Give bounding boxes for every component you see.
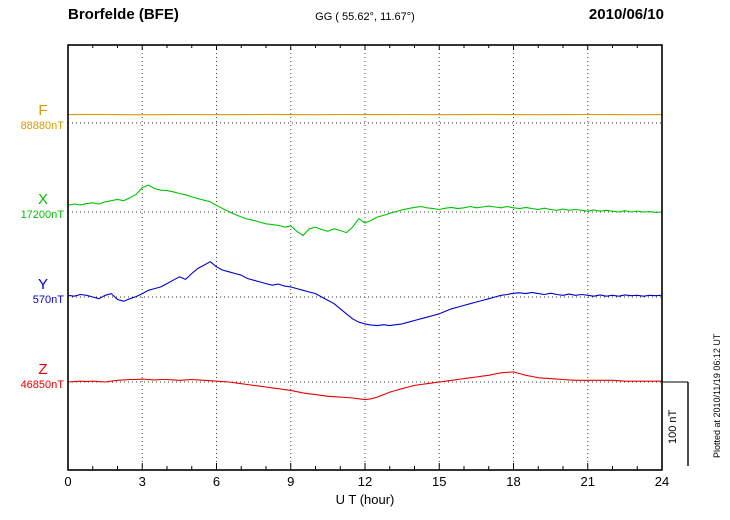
component-name-Z: Z	[38, 361, 48, 378]
geographic-coords-label: GG ( 55.62°, 11.67°)	[315, 11, 415, 23]
x-tick-label: 18	[506, 474, 521, 489]
component-baseline-Y: 570nT	[32, 293, 64, 306]
x-tick-label: 21	[580, 474, 595, 489]
component-name-Y: Y	[37, 276, 48, 293]
component-baseline-Z: 46850nT	[20, 378, 64, 391]
component-label-Z: Z 46850nT	[0, 361, 64, 391]
date-label: 2010/06/10	[588, 6, 664, 23]
x-tick-label: 24	[654, 474, 670, 489]
x-tick-label: 15	[432, 474, 447, 489]
component-label-F: F 88880nT	[0, 102, 64, 132]
x-tick-label: 12	[357, 474, 373, 489]
plot-border	[67, 44, 663, 471]
x-axis-title: U T (hour)	[335, 492, 395, 507]
x-tick-label: 0	[64, 474, 72, 489]
component-baseline-F: 88880nT	[20, 119, 64, 132]
x-tick-label: 6	[212, 474, 221, 489]
trace-Y	[67, 261, 663, 327]
trace-Z	[67, 371, 662, 401]
scale-bar-label: 100 nT	[667, 409, 679, 445]
station-title: Brorfelde (BFE)	[68, 6, 179, 23]
component-label-X: X 17200nT	[0, 191, 64, 221]
trace-X	[67, 184, 663, 237]
x-tick-label: 3	[138, 474, 146, 489]
component-label-Y: Y 570nT	[0, 276, 64, 306]
x-tick-label: 9	[287, 474, 295, 489]
component-baseline-X: 17200nT	[20, 208, 64, 221]
plotted-at-note: Plotted at 2010/11/19 06:12 UT	[712, 333, 722, 459]
x-axis-tick-labels: 0 3 6 9 12 15 18 21 24	[0, 474, 730, 490]
component-name-F: F	[38, 102, 48, 119]
component-name-X: X	[37, 191, 48, 208]
